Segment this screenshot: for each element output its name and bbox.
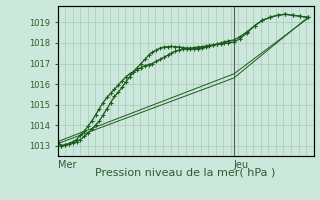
Text: Jeu: Jeu [234,160,249,170]
X-axis label: Pression niveau de la mer( hPa ): Pression niveau de la mer( hPa ) [95,167,276,177]
Text: Mer: Mer [58,160,76,170]
